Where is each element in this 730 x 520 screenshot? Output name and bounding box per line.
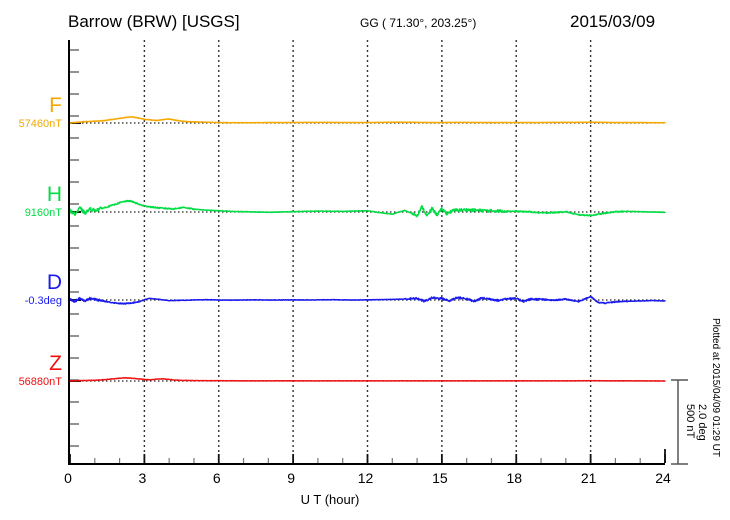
component-label-f: F 57460nT (0, 95, 62, 130)
component-letter-d: D (46, 271, 62, 294)
scale-bar (671, 379, 688, 465)
x-tick-label-15: 15 (432, 470, 448, 486)
x-axis-ticks (70, 449, 666, 463)
component-baseline-d: -0.3deg (24, 295, 62, 307)
component-baseline-z: 56880nT (18, 376, 62, 388)
x-tick-label-18: 18 (506, 470, 523, 486)
component-traces (70, 115, 666, 382)
scale-bar-nt-label: 500 nT (684, 404, 696, 439)
x-tick-label-0: 0 (64, 470, 72, 486)
component-letter-z: Z (49, 352, 62, 375)
component-label-z: Z 56880nT (0, 353, 62, 388)
x-tick-label-12: 12 (357, 470, 374, 486)
component-baseline-h: 9160nT (24, 207, 62, 219)
component-label-d: D -0.3deg (0, 272, 62, 307)
x-axis-title: U T (hour) (300, 492, 360, 507)
component-baseline-f: 57460nT (18, 118, 62, 130)
x-tick-label-24: 24 (655, 470, 671, 486)
scale-bar-deg-label: 2.0 deg (696, 404, 708, 441)
observation-date: 2015/03/09 (570, 12, 656, 31)
y-axis-ticks (70, 49, 81, 447)
vertical-gridlines (143, 40, 592, 463)
x-tick-label-9: 9 (287, 470, 296, 486)
component-letter-f: F (49, 94, 62, 117)
plotted-timestamp: Plotted at 2015/04/09 01:29 UT (710, 318, 721, 457)
geographic-coordinates: GG ( 71.30°, 203.25°) (360, 16, 477, 30)
station-title: Barrow (BRW) [USGS] (68, 12, 240, 31)
component-letter-h: H (46, 183, 62, 206)
x-tick-label-6: 6 (212, 470, 221, 486)
component-label-h: H 9160nT (0, 184, 62, 219)
x-tick-label-21: 21 (580, 470, 597, 486)
magnetogram-plot (70, 40, 666, 463)
x-tick-label-3: 3 (138, 470, 147, 486)
plot-frame (68, 40, 666, 465)
